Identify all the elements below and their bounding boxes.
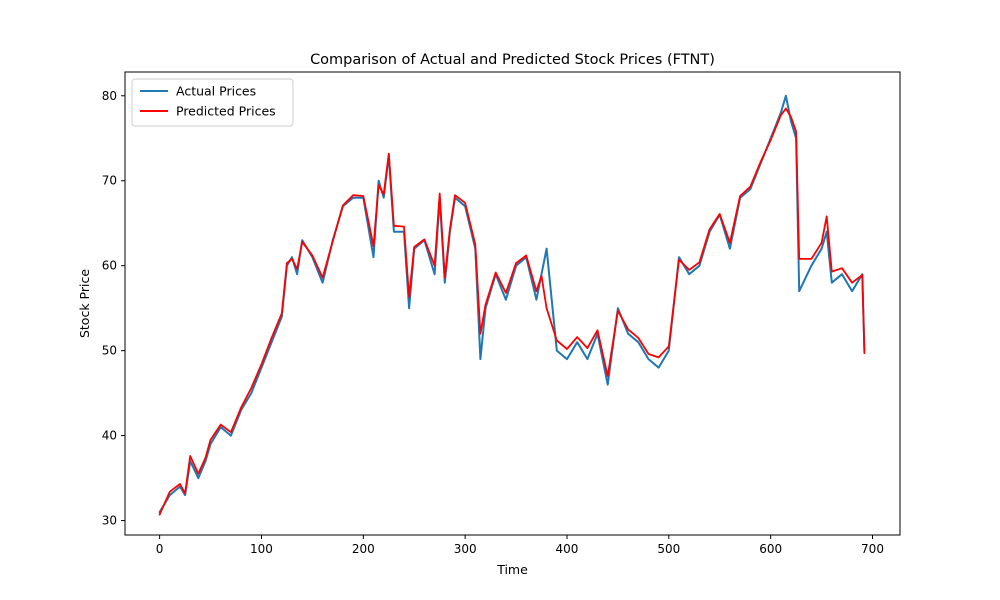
x-tick-label: 400	[556, 542, 579, 556]
plot-area	[124, 71, 901, 536]
legend: Actual Prices Predicted Prices	[131, 78, 294, 127]
x-axis: 0 100 200 300 400 500 600 700	[156, 535, 884, 556]
x-axis-label: Time	[496, 562, 528, 577]
legend-box	[131, 78, 294, 127]
y-tick-label: 40	[102, 429, 117, 443]
x-tick-label: 600	[759, 542, 782, 556]
x-tick-label: 0	[156, 542, 164, 556]
chart-title: Comparison of Actual and Predicted Stock…	[310, 52, 715, 68]
legend-actual-label: Actual Prices	[176, 84, 256, 99]
x-tick-label: 100	[250, 542, 273, 556]
y-tick-label: 60	[102, 259, 117, 273]
y-axis-label: Stock Price	[77, 269, 92, 338]
x-tick-label: 200	[352, 542, 375, 556]
x-tick-label: 500	[657, 542, 680, 556]
predicted-prices-line	[158, 107, 866, 516]
x-tick-label: 700	[861, 542, 884, 556]
y-axis: 30 40 50 60 70 80	[102, 89, 125, 528]
y-tick-label: 70	[102, 174, 117, 188]
y-tick-label: 50	[102, 344, 117, 358]
plot-frame	[124, 71, 901, 536]
legend-predicted-label: Predicted Prices	[176, 104, 276, 119]
y-tick-label: 30	[102, 514, 117, 528]
y-tick-label: 80	[102, 89, 117, 103]
series-layer	[158, 94, 866, 516]
x-tick-label: 300	[454, 542, 477, 556]
